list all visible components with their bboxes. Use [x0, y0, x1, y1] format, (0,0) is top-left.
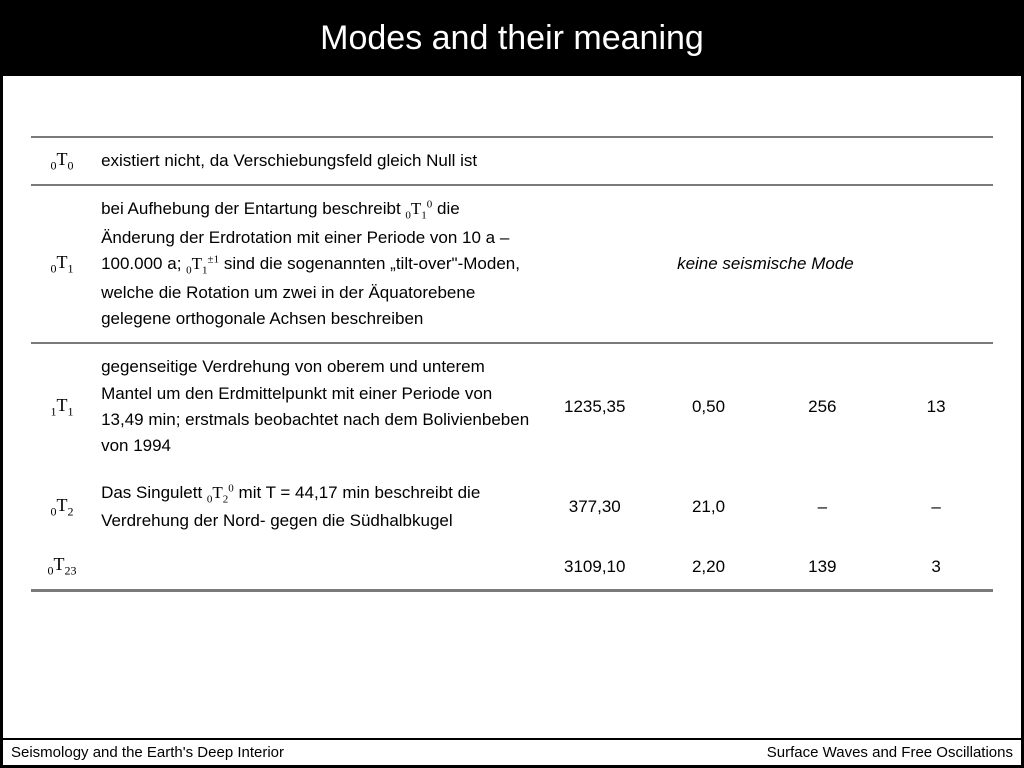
mode-description: bei Aufhebung der Entartung beschreibt 0… — [93, 185, 538, 343]
value-cell: 139 — [765, 544, 879, 590]
footer-right: Surface Waves and Free Oscillations — [767, 744, 1013, 761]
table-row: 1T1 gegenseitige Verdrehung von oberem u… — [31, 343, 993, 469]
table-row: 0T1 bei Aufhebung der Entartung beschrei… — [31, 185, 993, 343]
mode-description — [93, 544, 538, 590]
table-row: 0T0 existiert nicht, da Verschiebungsfel… — [31, 137, 993, 185]
value-cell: 21,0 — [652, 470, 766, 545]
mode-symbol: 0T0 — [31, 137, 93, 185]
mode-description: Das Singulett 0T20 mit T = 44,17 min bes… — [93, 470, 538, 545]
mode-symbol: 0T1 — [31, 185, 93, 343]
value-cell: 3109,10 — [538, 544, 652, 590]
value-cell: – — [765, 470, 879, 545]
mode-symbol: 0T2 — [31, 470, 93, 545]
value-cell: 0,50 — [652, 343, 766, 469]
value-cell: 1235,35 — [538, 343, 652, 469]
slide-body: 0T0 existiert nicht, da Verschiebungsfel… — [3, 76, 1021, 738]
modes-table: 0T0 existiert nicht, da Verschiebungsfel… — [31, 136, 993, 592]
value-cell: 256 — [765, 343, 879, 469]
mode-description: existiert nicht, da Verschiebungsfeld gl… — [93, 137, 993, 185]
mode-description: gegenseitige Verdrehung von oberem und u… — [93, 343, 538, 469]
slide-footer: Seismology and the Earth's Deep Interior… — [3, 738, 1021, 765]
footer-left: Seismology and the Earth's Deep Interior — [11, 744, 284, 761]
table-row: 0T2 Das Singulett 0T20 mit T = 44,17 min… — [31, 470, 993, 545]
value-cell: 13 — [879, 343, 993, 469]
value-cell: 3 — [879, 544, 993, 590]
table-row: 0T23 3109,10 2,20 139 3 — [31, 544, 993, 590]
mode-symbol: 0T23 — [31, 544, 93, 590]
seismic-note: keine seismische Mode — [538, 185, 993, 343]
mode-symbol: 1T1 — [31, 343, 93, 469]
value-cell: 2,20 — [652, 544, 766, 590]
slide-title: Modes and their meaning — [3, 3, 1021, 76]
value-cell: – — [879, 470, 993, 545]
value-cell: 377,30 — [538, 470, 652, 545]
